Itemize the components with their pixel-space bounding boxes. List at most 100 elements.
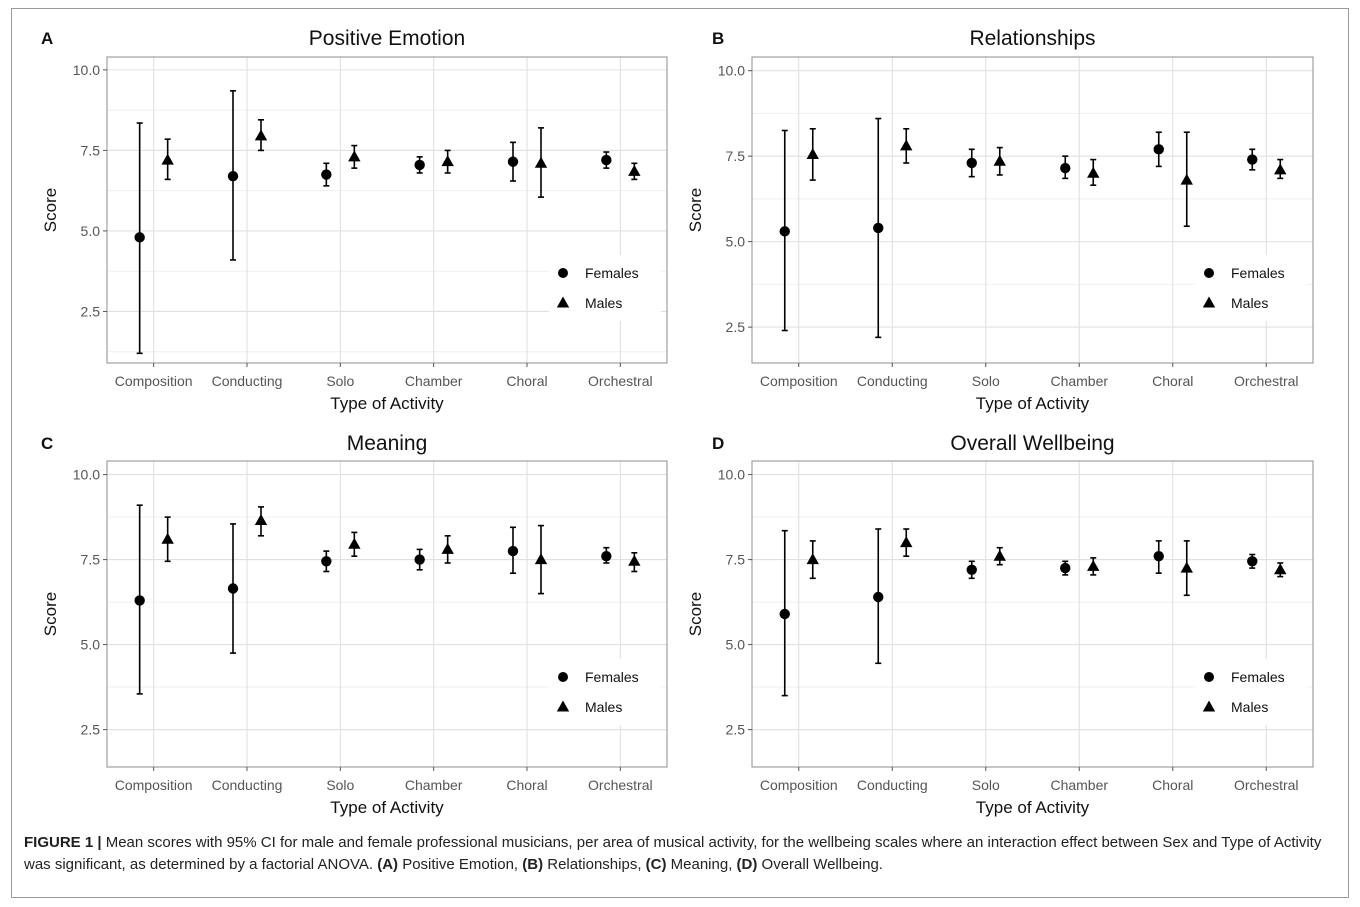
caption-text: Mean scores with 95% CI for male and fem… <box>24 834 1322 873</box>
legend-label: Females <box>1231 265 1285 281</box>
data-point-females <box>507 545 519 557</box>
data-point-females <box>779 608 790 620</box>
chart-title: Meaning <box>347 432 428 455</box>
legend-label: Females <box>585 669 639 685</box>
y-tick-label: 5.0 <box>81 637 101 653</box>
y-tick-label: 5.0 <box>726 637 746 653</box>
chart-panel-b: 2.5 5.0 7.5 10.0 Composition Conducting Solo Ch… <box>686 27 1314 413</box>
x-axis-title: Type of Activity <box>976 798 1090 817</box>
x-tick-label: Conducting <box>212 373 283 389</box>
x-tick-label: Choral <box>1152 777 1193 793</box>
legend-background <box>1195 659 1307 725</box>
legend-key-females <box>558 672 568 682</box>
y-tick-label: 2.5 <box>81 303 101 319</box>
data-point-females <box>1153 551 1164 562</box>
data-point-females <box>601 154 612 166</box>
data-point-females <box>1060 562 1071 574</box>
data-point-males <box>900 536 913 548</box>
y-tick-label: 2.5 <box>81 722 101 738</box>
data-point-males <box>534 156 548 168</box>
x-tick-label: Composition <box>760 777 838 793</box>
data-point-males <box>1274 163 1287 175</box>
legend: Females Males <box>549 255 661 321</box>
x-tick-label: Conducting <box>857 373 928 389</box>
data-point-females <box>227 583 239 594</box>
legend: Females Males <box>1195 659 1307 725</box>
chart-title: Overall Wellbeing <box>950 432 1114 455</box>
data-point-females <box>321 556 332 567</box>
y-tick-label: 5.0 <box>81 223 101 239</box>
x-tick-label: Composition <box>760 373 838 389</box>
chart-title: Positive Emotion <box>309 27 465 50</box>
data-point-males <box>628 554 641 566</box>
x-tick-label: Solo <box>972 373 1000 389</box>
legend-key-males <box>1202 296 1216 308</box>
x-tick-label: Solo <box>326 777 354 793</box>
data-point-females <box>321 169 332 180</box>
x-tick-label: Choral <box>1152 373 1193 389</box>
plot-border <box>106 460 668 768</box>
y-axis-title: Score <box>41 188 60 232</box>
data-point-males <box>348 150 361 162</box>
caption-ref-b: (B) <box>522 856 544 873</box>
legend-key-males <box>1202 700 1216 712</box>
data-point-males <box>441 542 454 554</box>
panel-label: A <box>41 29 53 48</box>
legend-key-females <box>1204 672 1214 682</box>
data-point-females <box>873 591 884 603</box>
y-tick-label: 7.5 <box>726 552 746 568</box>
panel-label: D <box>712 434 724 453</box>
legend-key-females <box>558 268 568 278</box>
data-point-females <box>1153 144 1164 155</box>
y-axis-title: Score <box>686 592 705 636</box>
legend-label: Males <box>585 699 622 715</box>
data-point-males <box>161 532 174 544</box>
x-tick-label: Conducting <box>857 777 928 793</box>
data-point-males <box>254 514 268 525</box>
y-axis-title: Score <box>41 592 60 636</box>
figure-canvas: 2.5 5.0 7.5 10.0 Composition Conducting Solo Ch… <box>41 27 1314 817</box>
y-tick-label: 10.0 <box>73 467 100 483</box>
data-point-males <box>348 537 361 549</box>
x-tick-label: Chamber <box>405 777 463 793</box>
caption-text-c: Meaning, <box>666 856 737 873</box>
data-point-males <box>534 553 548 565</box>
chart-panel-a: 2.5 5.0 7.5 10.0 Composition Conducting Solo Ch… <box>41 27 668 413</box>
data-point-males <box>254 129 268 141</box>
y-tick-label: 10.0 <box>718 467 745 483</box>
legend-label: Females <box>1231 669 1285 685</box>
plot-border <box>106 56 668 364</box>
data-point-females <box>414 159 425 171</box>
x-tick-label: Solo <box>972 777 1000 793</box>
y-tick-label: 7.5 <box>81 552 101 568</box>
x-tick-label: Orchestral <box>588 373 653 389</box>
x-tick-label: Orchestral <box>588 777 653 793</box>
x-tick-label: Orchestral <box>1234 777 1299 793</box>
data-point-males <box>161 153 174 165</box>
data-point-females <box>507 156 519 167</box>
legend-key-males <box>556 700 570 712</box>
x-tick-label: Composition <box>115 777 193 793</box>
caption-text-a: Positive Emotion, <box>398 856 523 873</box>
legend-key-males <box>556 296 570 308</box>
data-point-males <box>628 164 641 176</box>
data-point-females <box>414 554 425 565</box>
plot-border <box>751 56 1314 364</box>
y-tick-label: 7.5 <box>81 142 101 158</box>
data-point-females <box>966 564 977 575</box>
panel-label: C <box>41 434 53 453</box>
data-point-females <box>873 222 884 234</box>
legend-key-females <box>1204 268 1214 278</box>
data-point-females <box>1060 162 1071 174</box>
data-point-females <box>134 232 145 243</box>
plot-border <box>751 460 1314 768</box>
data-point-females <box>966 157 977 169</box>
data-point-males <box>806 147 819 159</box>
y-tick-label: 7.5 <box>726 148 746 164</box>
y-axis-title: Score <box>686 188 705 232</box>
legend-label: Females <box>585 265 639 281</box>
data-point-males <box>441 155 454 167</box>
legend-label: Males <box>585 295 622 311</box>
data-point-females <box>134 595 145 606</box>
legend-background <box>1195 255 1307 321</box>
